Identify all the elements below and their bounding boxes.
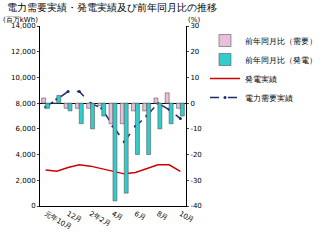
svg-text:10: 10 <box>190 74 199 82</box>
svg-text:0: 0 <box>31 202 35 210</box>
svg-text:電力需要実績・発電実績及び前年同月比の推移: 電力需要実績・発電実績及び前年同月比の推移 <box>7 2 217 13</box>
svg-text:4月: 4月 <box>110 210 124 223</box>
svg-text:12月: 12月 <box>65 210 83 225</box>
svg-text:-10: -10 <box>190 125 201 133</box>
svg-text:2年2月: 2年2月 <box>88 210 112 228</box>
svg-text:(%): (%) <box>188 16 200 24</box>
svg-text:-40: -40 <box>190 202 201 210</box>
svg-text:8月: 8月 <box>155 210 169 223</box>
svg-text:20: 20 <box>190 48 199 56</box>
svg-text:6,000: 6,000 <box>16 125 36 133</box>
svg-text:14,000: 14,000 <box>11 22 36 30</box>
svg-text:前年同月比（発電）: 前年同月比（発電） <box>245 56 317 65</box>
svg-text:10,000: 10,000 <box>11 74 36 82</box>
svg-text:(百万kWh): (百万kWh) <box>3 16 38 24</box>
svg-text:発電実績: 発電実績 <box>245 75 277 84</box>
svg-text:6月: 6月 <box>133 210 147 223</box>
svg-text:2,000: 2,000 <box>16 177 36 185</box>
svg-text:0: 0 <box>190 100 194 108</box>
svg-text:-30: -30 <box>190 177 201 185</box>
svg-text:-20: -20 <box>190 151 201 159</box>
svg-text:30: 30 <box>190 22 199 30</box>
svg-text:前年同月比（需要）: 前年同月比（需要） <box>245 37 317 46</box>
svg-text:8,000: 8,000 <box>16 100 36 108</box>
svg-text:元年10月: 元年10月 <box>43 210 73 232</box>
svg-text:4,000: 4,000 <box>16 151 36 159</box>
svg-text:12,000: 12,000 <box>11 48 36 56</box>
svg-text:電力需要実績: 電力需要実績 <box>245 94 293 103</box>
svg-text:10月: 10月 <box>178 210 196 225</box>
